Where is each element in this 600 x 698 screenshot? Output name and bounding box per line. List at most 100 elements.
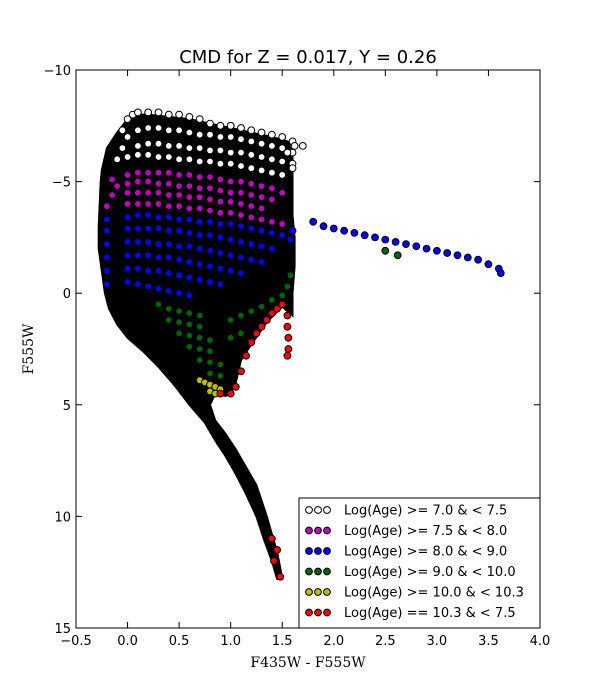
data-point	[257, 204, 266, 213]
data-point	[257, 166, 266, 175]
data-point	[257, 215, 266, 224]
data-point	[268, 229, 276, 237]
data-point	[154, 213, 163, 222]
data-point	[402, 240, 410, 249]
data-point	[247, 126, 256, 135]
data-point	[226, 389, 235, 398]
data-point	[154, 284, 163, 293]
legend-box	[298, 497, 541, 629]
data-point	[206, 369, 214, 378]
data-point	[123, 179, 132, 188]
data-point	[185, 242, 194, 251]
data-point	[237, 329, 245, 338]
legend-marker	[305, 588, 313, 596]
legend-marker	[314, 506, 322, 514]
data-point	[237, 162, 245, 170]
data-point	[195, 184, 204, 193]
legend-entry: Log(Age) == 10.3 & < 7.5	[305, 606, 516, 621]
data-point	[226, 148, 235, 157]
data-point	[144, 267, 153, 275]
data-point	[185, 258, 194, 266]
data-point	[290, 142, 299, 150]
data-point	[113, 155, 122, 164]
data-point	[144, 168, 153, 177]
data-point	[319, 222, 328, 231]
data-point	[206, 278, 214, 286]
series-3	[103, 211, 505, 300]
data-point	[123, 278, 132, 286]
data-point	[164, 153, 173, 161]
data-point	[268, 296, 276, 304]
data-point	[144, 150, 153, 159]
data-point	[175, 126, 184, 135]
data-point	[278, 220, 287, 228]
data-point	[463, 253, 472, 262]
data-point	[496, 269, 505, 278]
data-point	[278, 291, 287, 300]
legend-marker	[323, 526, 331, 535]
legend-marker	[314, 588, 322, 596]
data-point	[247, 213, 256, 222]
data-point	[103, 240, 111, 249]
series-1	[113, 108, 307, 179]
data-point	[206, 157, 214, 166]
x-tick-label: 0.0	[117, 634, 138, 649]
data-point	[134, 150, 142, 159]
data-point	[185, 113, 194, 121]
data-point	[247, 240, 256, 249]
data-point	[123, 224, 132, 233]
data-point	[381, 235, 390, 244]
data-point	[195, 130, 204, 139]
data-point	[175, 182, 184, 191]
data-point	[144, 251, 153, 260]
data-point	[118, 144, 127, 153]
data-point	[123, 251, 132, 260]
data-point	[195, 193, 204, 202]
data-point	[144, 108, 153, 117]
plot-area	[97, 108, 505, 581]
x-tick-label: 2.0	[323, 634, 344, 649]
data-point	[422, 244, 431, 253]
data-point	[288, 226, 297, 235]
data-point	[164, 213, 173, 222]
data-point	[185, 171, 194, 179]
data-point	[206, 347, 214, 356]
data-point	[226, 208, 235, 217]
data-point	[185, 320, 194, 329]
data-point	[226, 316, 235, 324]
data-point	[350, 229, 359, 237]
data-point	[195, 260, 204, 269]
data-point	[175, 271, 184, 280]
data-point	[154, 168, 163, 177]
data-point	[164, 240, 173, 249]
data-point	[216, 280, 225, 289]
data-point	[262, 316, 271, 324]
data-point	[216, 121, 225, 130]
data-point	[185, 273, 194, 282]
legend-marker	[323, 567, 331, 576]
data-point	[195, 275, 204, 284]
legend-marker	[323, 608, 331, 617]
legend-entry: Log(Age) >= 9.0 & < 10.0	[305, 565, 516, 580]
data-point	[276, 572, 285, 581]
data-point	[484, 260, 493, 269]
data-point	[206, 246, 214, 255]
data-point	[237, 269, 245, 278]
data-point	[195, 356, 204, 365]
data-point	[134, 200, 142, 208]
data-point	[231, 383, 240, 391]
data-point	[164, 191, 173, 199]
data-point	[391, 238, 400, 246]
data-point	[123, 238, 132, 246]
data-point	[123, 133, 132, 141]
data-point	[278, 300, 287, 309]
x-tick-label: 0.5	[169, 634, 190, 649]
data-point	[185, 215, 194, 224]
data-point	[216, 208, 225, 217]
data-point	[154, 267, 163, 275]
data-point	[185, 342, 194, 351]
data-point	[164, 126, 173, 135]
x-tick-label: 2.5	[375, 634, 396, 649]
data-point	[247, 255, 256, 264]
data-point	[195, 204, 204, 213]
